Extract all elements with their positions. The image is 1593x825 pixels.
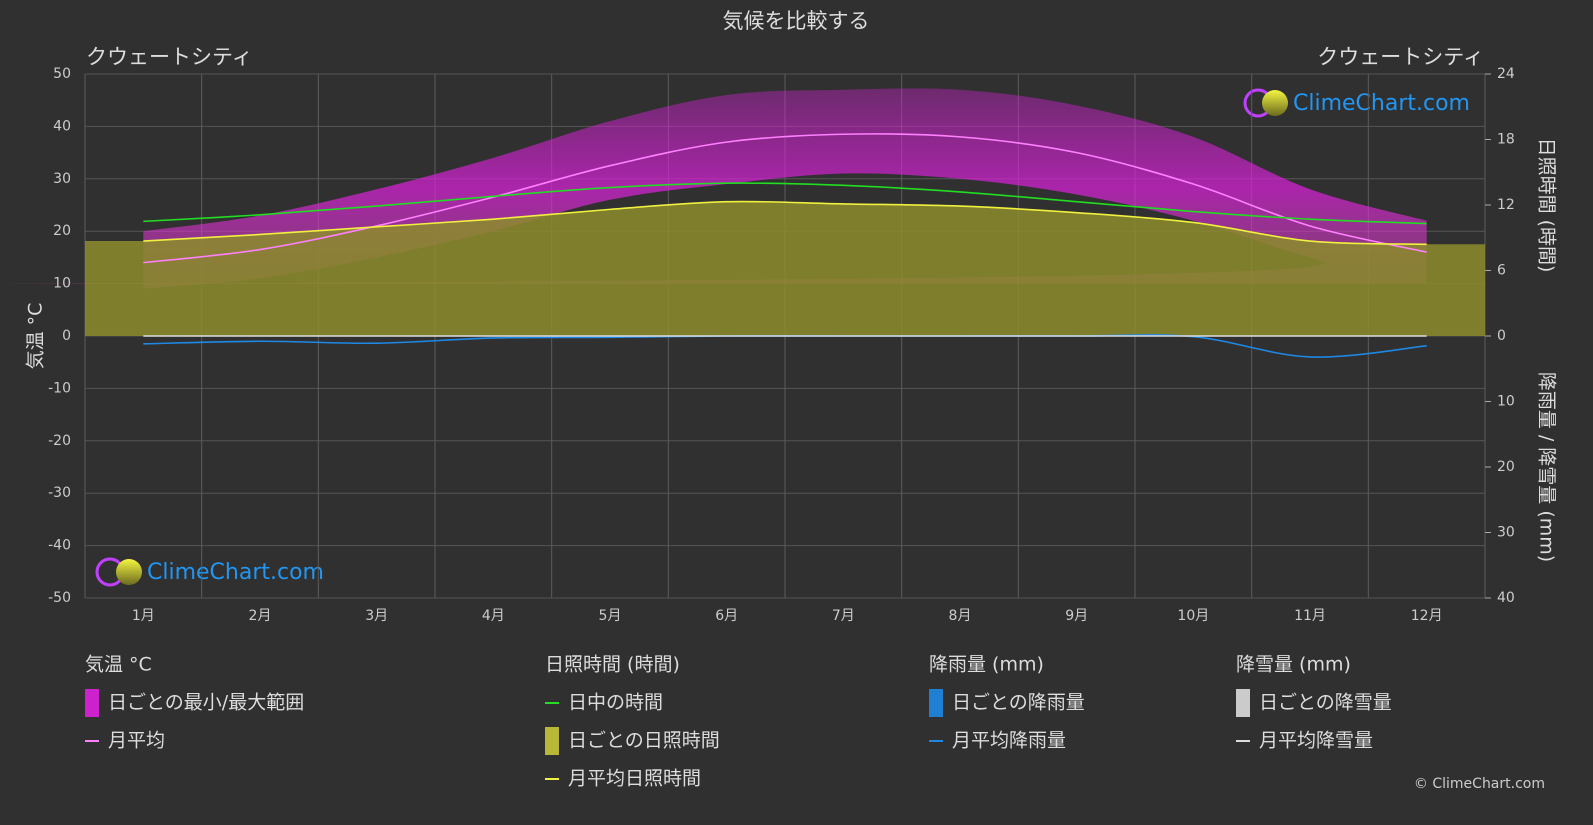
x-tick-label: 8月	[949, 608, 972, 624]
y3-axis-label: 降雨量 / 降雪量 (mm)	[1536, 372, 1558, 562]
x-tick-label: 9月	[1065, 608, 1088, 624]
y-tick-label: 0	[62, 328, 71, 344]
y2-tick-label: 18	[1497, 132, 1515, 148]
legend-swatch	[1236, 689, 1250, 717]
legend-title: 日照時間 (時間)	[545, 654, 680, 676]
x-tick-label: 3月	[365, 608, 388, 624]
x-tick-label: 7月	[832, 608, 855, 624]
y3-tick-label: 10	[1497, 394, 1515, 410]
copyright: © ClimeChart.com	[1414, 776, 1545, 792]
legend-swatch	[929, 689, 943, 717]
legend-label: 月平均	[108, 730, 165, 752]
legend-swatch	[545, 727, 559, 755]
legend-label: 月平均日照時間	[568, 768, 701, 790]
legend-title: 気温 °C	[85, 654, 152, 676]
logo-ball	[1262, 90, 1288, 116]
y-tick-label: 20	[53, 223, 71, 239]
legend-label: 日ごとの降雪量	[1259, 692, 1392, 714]
y2-tick-label: 6	[1497, 263, 1506, 279]
logo-text: ClimeChart.com	[1293, 91, 1470, 116]
y-tick-label: -50	[48, 590, 71, 606]
y3-tick-label: 20	[1497, 459, 1515, 475]
logo-text: ClimeChart.com	[147, 560, 324, 585]
legend-label: 日ごとの降雨量	[952, 692, 1085, 714]
x-tick-label: 10月	[1177, 608, 1209, 624]
y-axis-label: 気温 °C	[25, 303, 47, 370]
sunshine-area	[85, 201, 1485, 336]
line-3	[143, 182, 1427, 225]
x-tick-label: 1月	[132, 608, 155, 624]
y2-axis-label: 日照時間 (時間)	[1536, 138, 1558, 273]
y-tick-label: 50	[53, 66, 71, 82]
x-tick-label: 2月	[249, 608, 272, 624]
y-tick-label: -10	[48, 380, 71, 396]
y2-tick-label: 24	[1497, 66, 1515, 82]
subtitle-right: クウェートシティ	[1317, 45, 1484, 69]
logo-ball	[116, 559, 142, 585]
y-tick-label: 40	[53, 118, 71, 134]
y2-tick-label: 0	[1497, 328, 1506, 344]
chart-title: 気候を比較する	[723, 9, 870, 33]
y3-tick-label: 40	[1497, 590, 1515, 606]
logo-bottom: ClimeChart.com	[95, 557, 324, 587]
legend-swatch	[85, 689, 99, 717]
y-tick-label: 30	[53, 171, 71, 187]
y3-tick-label: 30	[1497, 525, 1515, 541]
legend-label: 日ごとの最小/最大範囲	[108, 692, 304, 714]
x-tick-label: 4月	[482, 608, 505, 624]
x-tick-label: 5月	[599, 608, 622, 624]
x-tick-label: 6月	[715, 608, 738, 624]
x-tick-label: 12月	[1411, 608, 1443, 624]
x-tick-label: 11月	[1294, 608, 1326, 624]
line-4	[143, 200, 1427, 246]
legend-title: 降雨量 (mm)	[929, 654, 1044, 676]
subtitle-left: クウェートシティ	[86, 45, 253, 69]
y-tick-label: -20	[48, 433, 71, 449]
logo-top: ClimeChart.com	[1243, 88, 1470, 118]
legend-label: 月平均降雨量	[952, 730, 1066, 752]
legend-title: 降雪量 (mm)	[1236, 654, 1351, 676]
legend-label: 日中の時間	[568, 692, 663, 714]
y-tick-label: -30	[48, 485, 71, 501]
legend-label: 月平均降雪量	[1259, 730, 1373, 752]
y2-tick-label: 12	[1497, 197, 1515, 213]
legend-label: 日ごとの日照時間	[568, 730, 720, 752]
y-tick-label: -40	[48, 538, 71, 554]
